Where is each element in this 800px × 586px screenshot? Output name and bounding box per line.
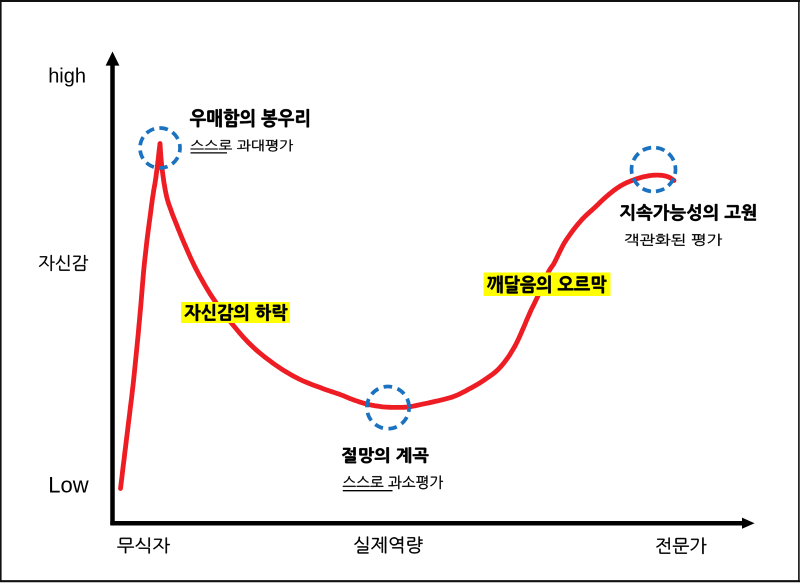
svg-text:Low: Low [48, 473, 88, 498]
svg-text:high: high [48, 66, 86, 88]
